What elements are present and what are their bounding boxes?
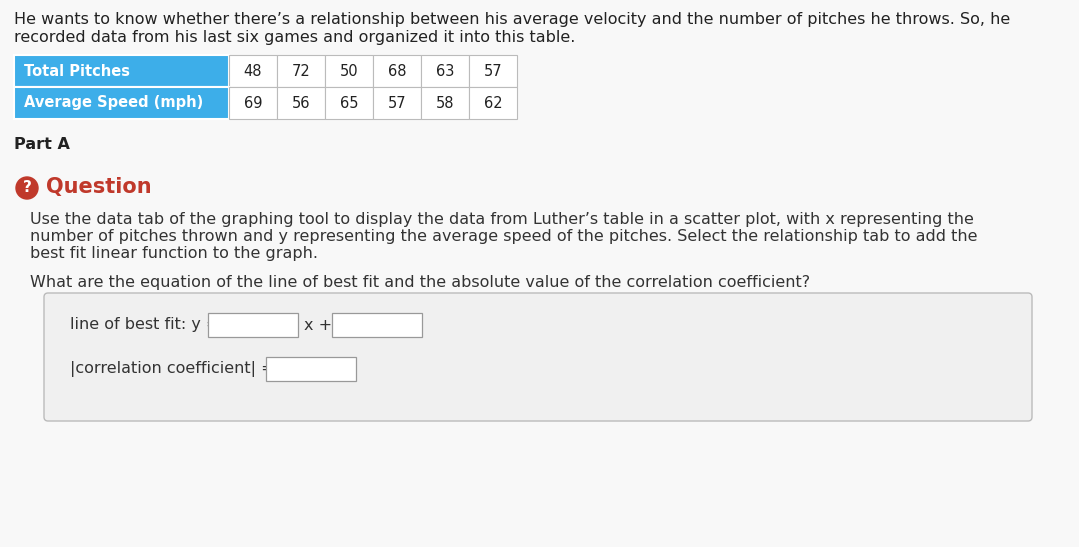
Bar [229, 55, 277, 87]
FancyBboxPatch shape [44, 293, 1032, 421]
Bar [421, 87, 469, 119]
Bar [267, 357, 356, 381]
Text: number of pitches thrown and y representing the average speed of the pitches. Se: number of pitches thrown and y represent… [30, 229, 978, 244]
Text: 56: 56 [291, 96, 311, 110]
Text: 68: 68 [387, 63, 407, 79]
Text: Use the data tab of the graphing tool to display the data from Luther’s table in: Use the data tab of the graphing tool to… [30, 212, 974, 227]
Bar [325, 55, 373, 87]
Text: He wants to know whether there’s a relationship between his average velocity and: He wants to know whether there’s a relat… [14, 12, 1010, 27]
Bar [14, 55, 229, 87]
Text: ?: ? [23, 181, 31, 195]
Text: 50: 50 [340, 63, 358, 79]
Text: 69: 69 [244, 96, 262, 110]
Text: 57: 57 [483, 63, 503, 79]
Bar [277, 55, 325, 87]
Text: |correlation coefficient| =: |correlation coefficient| = [70, 361, 275, 377]
Text: 57: 57 [387, 96, 407, 110]
Bar [373, 87, 421, 119]
Text: 62: 62 [483, 96, 503, 110]
Text: recorded data from his last six games and organized it into this table.: recorded data from his last six games an… [14, 30, 575, 45]
Text: Total Pitches: Total Pitches [24, 63, 129, 79]
Text: Question: Question [46, 177, 152, 197]
Text: line of best fit: y =: line of best fit: y = [70, 317, 219, 333]
Text: best fit linear function to the graph.: best fit linear function to the graph. [30, 246, 318, 261]
Circle shape [16, 177, 38, 199]
Text: x +: x + [304, 317, 332, 333]
Bar [208, 313, 298, 337]
Text: Part A: Part A [14, 137, 70, 152]
Text: 58: 58 [436, 96, 454, 110]
Bar [373, 55, 421, 87]
Text: 63: 63 [436, 63, 454, 79]
Text: 72: 72 [291, 63, 311, 79]
Bar [421, 55, 469, 87]
Text: Average Speed (mph): Average Speed (mph) [24, 96, 203, 110]
Bar [469, 55, 517, 87]
Bar [229, 87, 277, 119]
Text: 48: 48 [244, 63, 262, 79]
Bar [332, 313, 422, 337]
Bar [325, 87, 373, 119]
Bar [277, 87, 325, 119]
Text: What are the equation of the line of best fit and the absolute value of the corr: What are the equation of the line of bes… [30, 275, 810, 290]
Text: 65: 65 [340, 96, 358, 110]
Bar [14, 87, 229, 119]
Bar [469, 87, 517, 119]
